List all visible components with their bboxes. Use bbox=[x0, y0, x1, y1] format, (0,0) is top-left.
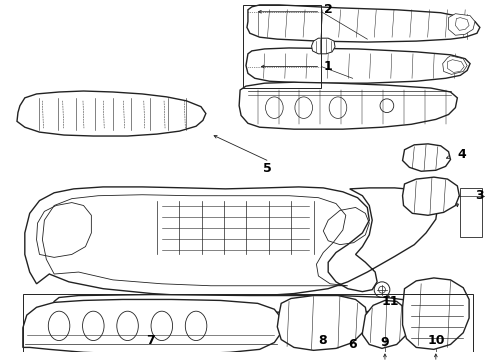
Polygon shape bbox=[23, 300, 281, 354]
Polygon shape bbox=[277, 296, 368, 350]
Polygon shape bbox=[25, 187, 438, 297]
Polygon shape bbox=[363, 301, 410, 348]
Text: 1: 1 bbox=[324, 60, 333, 73]
Polygon shape bbox=[403, 177, 459, 215]
Polygon shape bbox=[447, 60, 464, 72]
Text: 3: 3 bbox=[475, 189, 484, 202]
Polygon shape bbox=[442, 56, 467, 75]
Text: 2: 2 bbox=[324, 3, 333, 16]
Polygon shape bbox=[246, 48, 470, 83]
Polygon shape bbox=[403, 278, 469, 349]
Polygon shape bbox=[247, 5, 480, 42]
Text: 9: 9 bbox=[381, 336, 389, 349]
Polygon shape bbox=[239, 82, 457, 129]
Text: 6: 6 bbox=[348, 338, 357, 351]
Text: 8: 8 bbox=[318, 334, 327, 347]
Text: 7: 7 bbox=[146, 334, 154, 347]
Polygon shape bbox=[17, 91, 206, 136]
Text: 10: 10 bbox=[427, 334, 444, 347]
Text: 5: 5 bbox=[263, 162, 272, 175]
Polygon shape bbox=[455, 18, 469, 30]
Polygon shape bbox=[448, 14, 475, 35]
Text: 11: 11 bbox=[381, 295, 398, 308]
Text: 4: 4 bbox=[458, 148, 466, 161]
Polygon shape bbox=[403, 144, 450, 171]
Polygon shape bbox=[312, 38, 335, 54]
Polygon shape bbox=[52, 294, 424, 312]
